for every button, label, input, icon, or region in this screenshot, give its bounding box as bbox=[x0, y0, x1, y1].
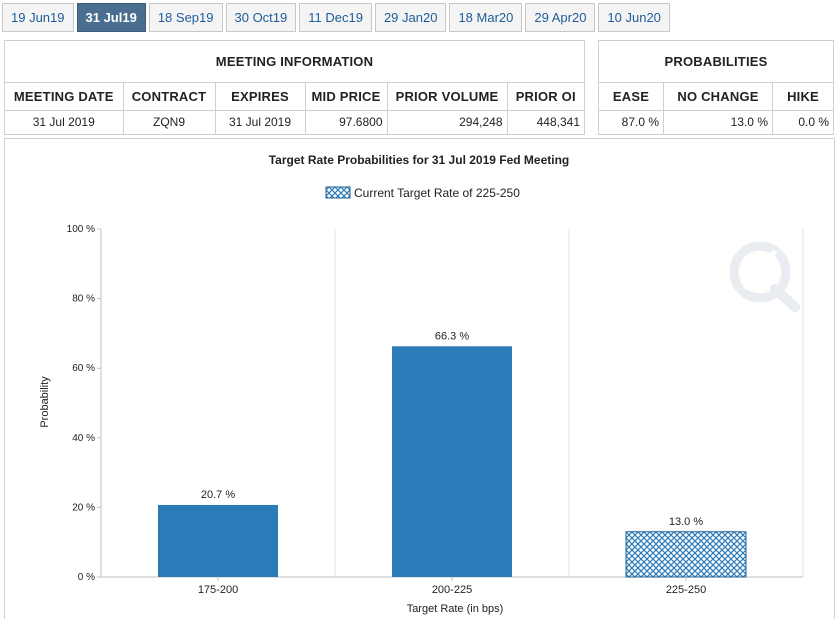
cell-mid-price: 97.6800 bbox=[305, 110, 388, 134]
y-tick-label: 80 % bbox=[72, 294, 95, 305]
header-prior-volume: PRIOR VOLUME bbox=[387, 83, 508, 111]
legend-label: Current Target Rate of 225-250 bbox=[354, 186, 520, 200]
header-contract: CONTRACT bbox=[123, 83, 216, 111]
cell-expires: 31 Jul 2019 bbox=[215, 110, 306, 134]
probabilities-title: PROBABILITIES bbox=[599, 41, 833, 83]
y-tick-label: 0 % bbox=[78, 572, 95, 583]
bar-value-label: 20.7 % bbox=[201, 489, 235, 501]
bar-225-250[interactable] bbox=[625, 531, 747, 578]
plot-area: 0 % 20 % 40 % 60 % 80 % 100 % 20.7 % 175-200 66.… bbox=[67, 224, 804, 596]
cell-prior-volume: 294,248 bbox=[387, 110, 508, 134]
legend-swatch bbox=[325, 186, 351, 199]
header-prior-oi: PRIOR OI bbox=[507, 83, 584, 111]
cell-prior-oi: 448,341 bbox=[536, 115, 580, 130]
tab-29-jan20[interactable]: 29 Jan20 bbox=[374, 3, 447, 32]
table-row: 31 Jul 2019 ZQN9 31 Jul 2019 97.6800 294… bbox=[5, 110, 584, 134]
x-tick-label: 175-200 bbox=[198, 584, 238, 596]
table-row: 87.0 % 13.0 % 0.0 % bbox=[599, 110, 833, 134]
watermark-logo bbox=[729, 241, 800, 312]
cell-hike: 0.0 % bbox=[798, 115, 829, 130]
x-axis-label: Target Rate (in bps) bbox=[407, 603, 504, 615]
header-hike: HIKE bbox=[772, 83, 833, 111]
meeting-information-panel: MEETING INFORMATION MEETING DATE CONTRAC… bbox=[4, 40, 585, 135]
tab-30-oct19[interactable]: 30 Oct19 bbox=[225, 3, 297, 32]
y-tick-label: 60 % bbox=[72, 363, 95, 374]
bar-200-225[interactable] bbox=[392, 346, 512, 577]
header-expires: EXPIRES bbox=[215, 83, 306, 111]
x-tick-label: 225-250 bbox=[666, 584, 706, 596]
target-rate-chart: Target Rate Probabilities for 31 Jul 201… bbox=[39, 153, 804, 615]
x-tick-label: 200-225 bbox=[432, 584, 472, 596]
chart-legend[interactable]: Current Target Rate of 225-250 bbox=[325, 186, 520, 200]
meeting-information-title: MEETING INFORMATION bbox=[5, 41, 584, 83]
meeting-tabs: 19 Jun19 31 Jul19 18 Sep19 30 Oct19 11 Dec19… bbox=[0, 0, 835, 34]
cell-meeting-date: 31 Jul 2019 bbox=[5, 110, 124, 134]
probabilities-panel: PROBABILITIES EASE NO CHANGE HIKE 87.0 %… bbox=[598, 40, 834, 135]
y-tick-label: 100 % bbox=[67, 224, 95, 235]
meeting-information-header-row: MEETING DATE CONTRACT EXPIRES MID PRICE … bbox=[5, 83, 584, 111]
tab-18-mar20[interactable]: 18 Mar20 bbox=[449, 3, 523, 32]
header-ease: EASE bbox=[599, 83, 665, 111]
tab-19-jun19[interactable]: 19 Jun19 bbox=[2, 3, 74, 32]
cell-no-change: 13.0 % bbox=[663, 110, 773, 134]
tab-10-jun20[interactable]: 10 Jun20 bbox=[598, 3, 670, 32]
meeting-information-table: MEETING DATE CONTRACT EXPIRES MID PRICE … bbox=[5, 83, 584, 134]
tab-29-apr20[interactable]: 29 Apr20 bbox=[525, 3, 596, 32]
tab-11-dec19[interactable]: 11 Dec19 bbox=[299, 3, 372, 32]
cell-ease: 87.0 % bbox=[599, 110, 665, 134]
chart-container: Target Rate Probabilities for 31 Jul 201… bbox=[4, 138, 835, 619]
chart-title: Target Rate Probabilities for 31 Jul 201… bbox=[269, 153, 570, 167]
y-axis-label: Probability bbox=[39, 376, 51, 428]
bar-value-label: 13.0 % bbox=[669, 516, 703, 528]
y-tick-label: 20 % bbox=[72, 502, 95, 513]
header-mid-price: MID PRICE bbox=[305, 83, 388, 111]
bar-175-200[interactable] bbox=[158, 504, 278, 577]
tab-18-sep19[interactable]: 18 Sep19 bbox=[148, 3, 223, 32]
tab-31-jul19[interactable]: 31 Jul19 bbox=[76, 3, 146, 32]
bar-value-label: 66.3 % bbox=[435, 330, 469, 342]
header-meeting-date: MEETING DATE bbox=[5, 83, 124, 111]
y-tick-label: 40 % bbox=[72, 433, 95, 444]
probabilities-header-row: EASE NO CHANGE HIKE bbox=[599, 83, 833, 111]
probabilities-table: EASE NO CHANGE HIKE 87.0 % 13.0 % 0.0 % bbox=[599, 83, 833, 134]
header-no-change: NO CHANGE bbox=[663, 83, 773, 111]
cell-contract: ZQN9 bbox=[123, 110, 216, 134]
